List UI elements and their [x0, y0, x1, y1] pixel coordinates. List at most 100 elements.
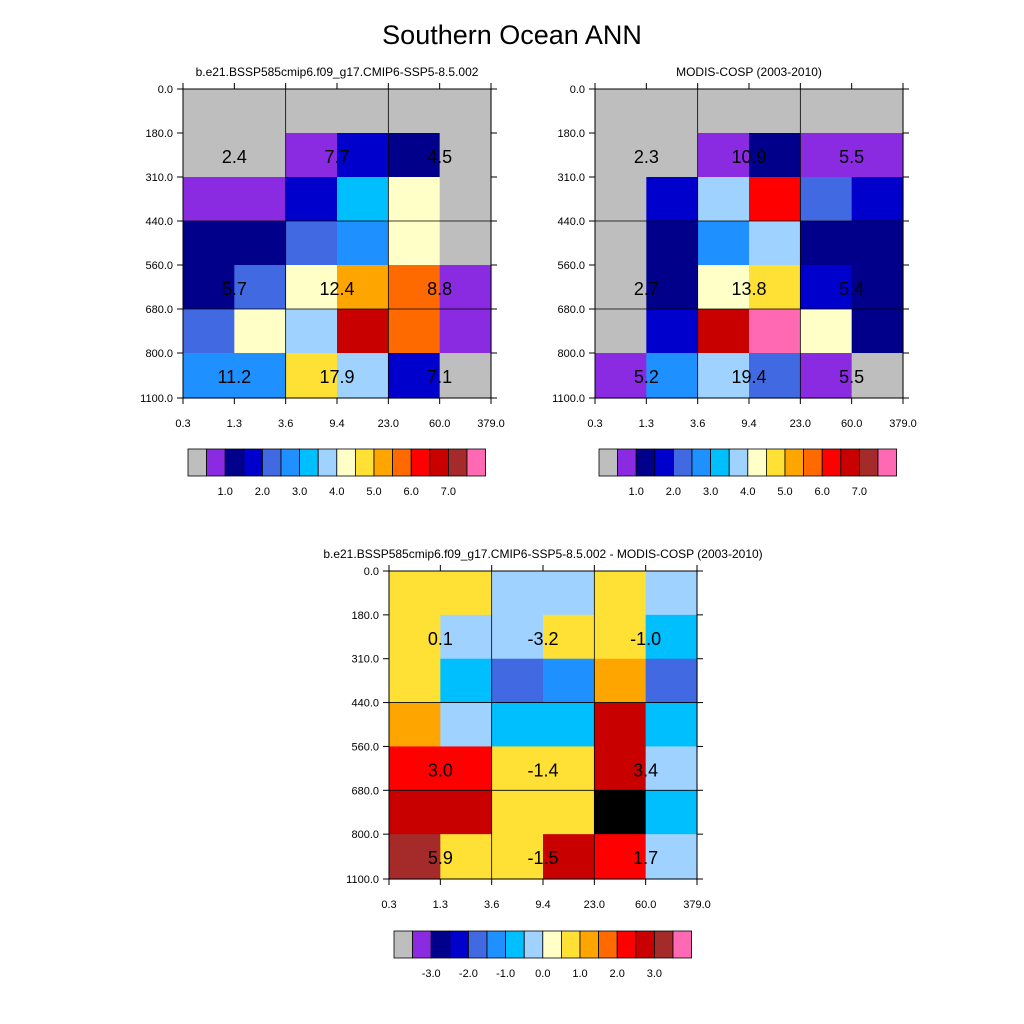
y-tick-label: 310.0	[351, 654, 379, 666]
block-value-label: 2.7	[634, 279, 659, 299]
heatmap-cell	[851, 133, 904, 178]
colorbar-box	[429, 448, 449, 477]
x-tick-label: 3.6	[690, 418, 705, 430]
colorbar-label: 1.0	[629, 486, 644, 498]
heatmap-cell	[851, 353, 904, 399]
colorbar-box	[635, 448, 656, 477]
colorbar-box	[598, 930, 618, 959]
colorbar-box	[373, 448, 394, 477]
heatmap-cell	[439, 89, 492, 134]
heatmap-cell	[439, 309, 492, 354]
heatmap-cell	[851, 89, 904, 134]
block-value-label: 17.9	[319, 367, 354, 387]
heatmap-cell	[439, 353, 492, 399]
block-value-label: 5.4	[839, 279, 864, 299]
colorbar-box	[336, 448, 356, 477]
y-tick-label: 560.0	[557, 260, 585, 272]
heatmap-cell	[646, 221, 699, 266]
colorbar-box	[187, 448, 208, 477]
heatmap-cell	[749, 177, 801, 222]
y-tick-label: 440.0	[351, 698, 379, 710]
heatmap-cell	[749, 133, 801, 178]
block-value-label: 10.9	[731, 147, 766, 167]
colorbar-box	[840, 448, 860, 477]
heatmap-cell	[440, 571, 493, 616]
heatmap-cell	[749, 89, 801, 134]
y-tick-label: 180.0	[351, 610, 379, 622]
heatmap-cell	[594, 571, 647, 616]
heatmap-cell	[646, 353, 699, 399]
block-value-label: 8.8	[427, 279, 452, 299]
panel-3: 0.0 180.0 310.0 440.0 560.0 680.0 800.0 1100.0 0…	[323, 547, 762, 980]
heatmap-cell	[337, 353, 389, 399]
colorbar-label: 5.0	[777, 486, 792, 498]
heatmap-cell	[388, 265, 441, 310]
colorbar-label: -1.0	[496, 968, 515, 980]
heatmap-cell	[749, 221, 801, 266]
heatmap-cell	[697, 177, 750, 222]
x-tick-label: 0.3	[381, 899, 396, 911]
x-tick-label: 379.0	[683, 899, 711, 911]
heatmap-cell	[491, 746, 544, 791]
heatmap-cell	[285, 353, 338, 399]
heatmap-cell	[337, 221, 389, 266]
x-tick-label: 1.3	[639, 418, 654, 430]
heatmap-cell	[697, 89, 750, 134]
heatmap-cell	[234, 133, 287, 178]
heatmap-cell	[440, 658, 493, 704]
heatmap-cell	[234, 265, 287, 310]
heatmap-cell	[388, 353, 441, 399]
heatmap-cell	[800, 177, 853, 222]
colorbar-box	[206, 448, 226, 477]
heatmap-cell	[389, 702, 441, 748]
heatmap-cell	[697, 133, 750, 178]
x-tick-label: 23.0	[584, 899, 605, 911]
block-value-label: 3.4	[633, 760, 658, 780]
x-tick-label: 1.3	[227, 418, 242, 430]
heatmap-cell	[800, 309, 853, 354]
x-tick-label: 1.3	[433, 899, 448, 911]
heatmap-cell	[491, 658, 544, 704]
block-value-label: 19.4	[731, 367, 766, 387]
heatmap-cell	[645, 702, 698, 748]
panel-2: 0.0 180.0 310.0 440.0 560.0 680.0 800.0 1100.0 0…	[552, 65, 917, 498]
y-tick-label: 180.0	[145, 128, 173, 140]
colorbar-label: 2.0	[610, 968, 625, 980]
colorbar-box	[354, 448, 375, 477]
heatmap-cell	[646, 133, 699, 178]
heatmap-cell	[183, 133, 235, 178]
heatmap-cell	[595, 89, 647, 134]
y-tick-label: 800.0	[145, 348, 173, 360]
heatmap-cell	[491, 702, 544, 748]
heatmap-cell	[389, 746, 441, 791]
block-value-label: 7.7	[324, 147, 349, 167]
colorbar-box	[654, 448, 674, 477]
heatmap-cell	[440, 614, 493, 660]
heatmap-cell	[440, 702, 493, 748]
block-value-label: 3.0	[428, 760, 453, 780]
heatmap-cell	[337, 177, 389, 222]
heatmap-cell	[851, 265, 904, 310]
heatmap-cell	[543, 790, 595, 835]
colorbar-box	[728, 448, 749, 477]
heatmap-cell	[646, 89, 699, 134]
x-tick-label: 0.3	[587, 418, 602, 430]
heatmap-cell	[543, 614, 595, 660]
heatmap-cell	[388, 89, 441, 134]
colorbar-box	[393, 930, 414, 959]
y-tick-label: 800.0	[351, 829, 379, 841]
heatmap-cell	[285, 265, 338, 310]
block-value-label: 5.5	[839, 147, 864, 167]
block-value-label: -1.4	[527, 760, 558, 780]
y-tick-label: 800.0	[557, 348, 585, 360]
colorbar-box	[821, 448, 842, 477]
colorbar-box	[766, 448, 786, 477]
colorbar-label: 2.0	[666, 486, 681, 498]
colorbar: -3.0 -2.0 -1.0 0.0 1.0 2.0 3.0	[393, 930, 693, 980]
y-tick-label: 1100.0	[346, 874, 379, 886]
heatmap-cell	[543, 746, 595, 791]
y-tick-label: 0.0	[158, 84, 173, 96]
panel-1: 0.0 180.0 310.0 440.0 560.0 680.0 800.0 1100.0 0…	[140, 65, 505, 498]
colorbar-box	[392, 448, 412, 477]
heatmap-cell	[645, 658, 698, 704]
